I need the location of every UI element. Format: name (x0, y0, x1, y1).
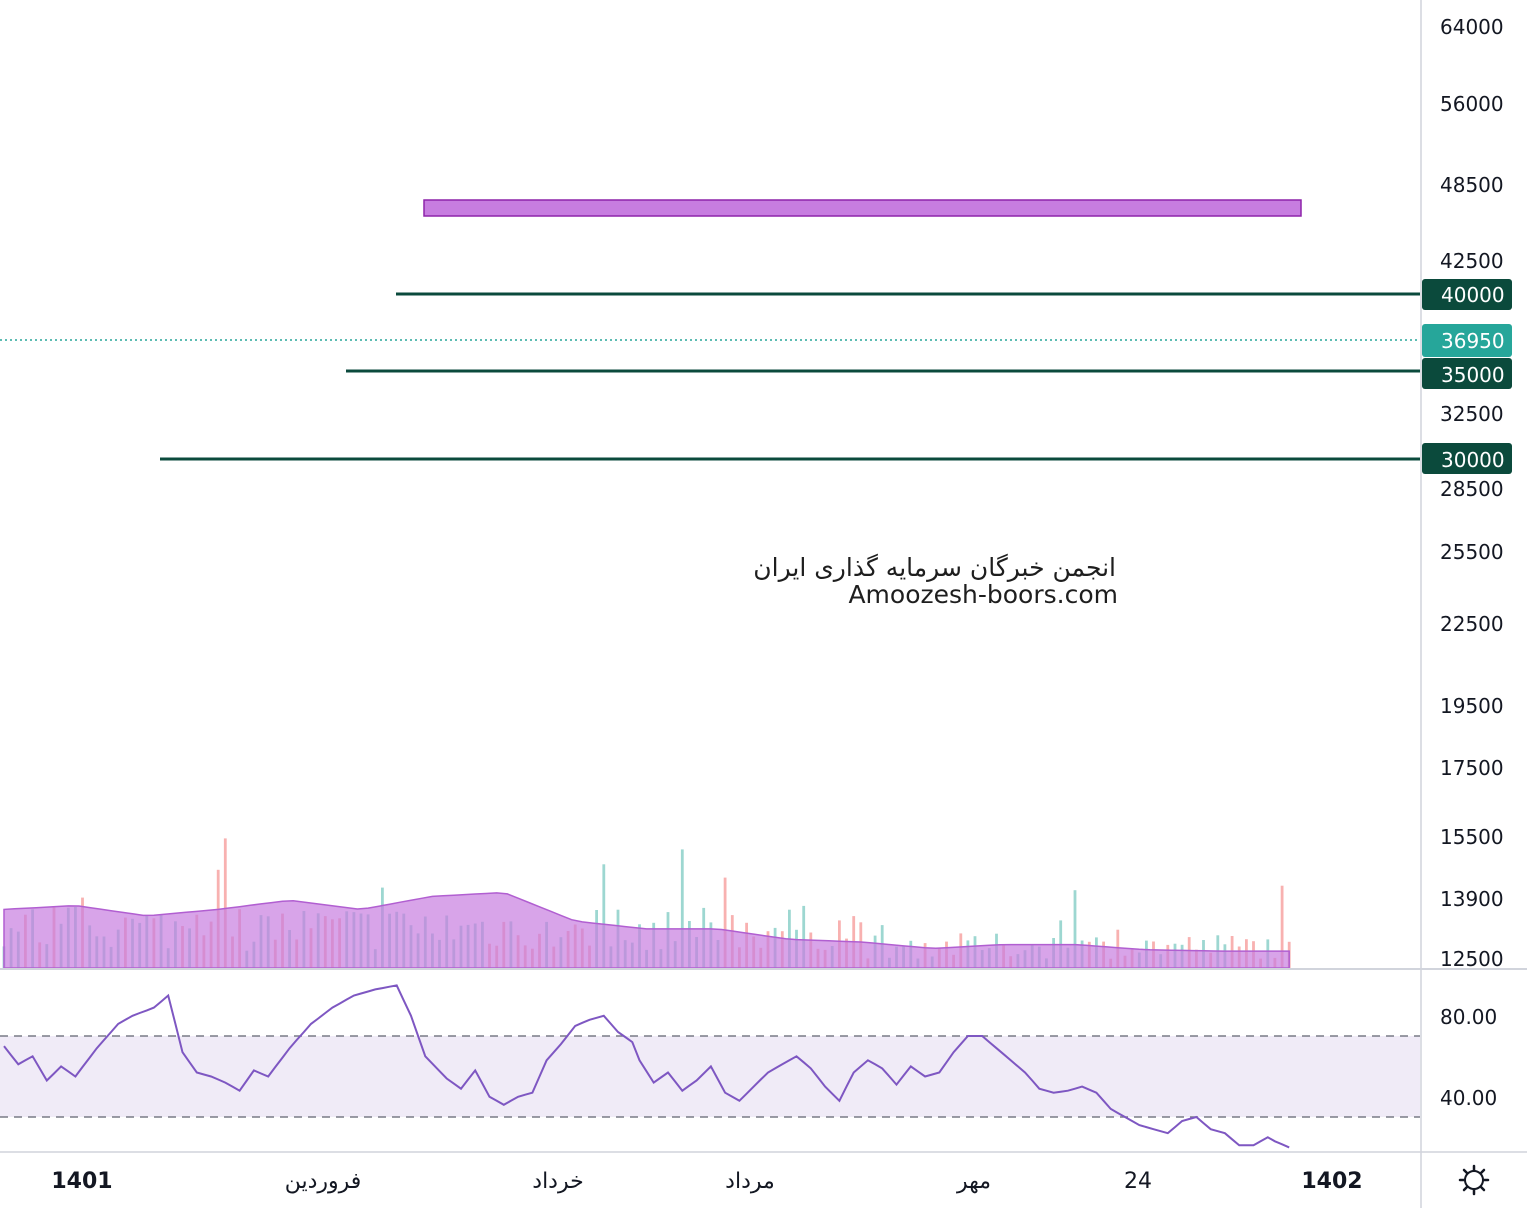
time-axis[interactable]: 1401 فروردین خرداد مرداد مهر 24 1402 (51, 1169, 1362, 1194)
price-tick: 42500 (1440, 249, 1504, 273)
rsi-axis[interactable]: 80.00 40.00 (1440, 1005, 1497, 1110)
price-tick: 12500 (1440, 947, 1504, 971)
rsi-tick: 80.00 (1440, 1005, 1497, 1029)
level-tag-30000 (1422, 443, 1512, 474)
time-tick: خرداد (532, 1169, 583, 1194)
volume-bar (723, 877, 727, 968)
level-tag-35000 (1422, 358, 1512, 389)
volume-bar (223, 838, 227, 968)
price-tick: 13900 (1440, 887, 1504, 911)
price-tick: 28500 (1440, 477, 1504, 501)
price-pane[interactable]: انجمن خبرگان سرمایه گذاری ایران Amoozesh… (0, 0, 1420, 968)
price-tick: 22500 (1440, 612, 1504, 636)
volume-bar (1073, 890, 1077, 968)
volume-bar (602, 864, 606, 968)
time-tick: فروردین (285, 1169, 362, 1194)
time-tick: 24 (1124, 1169, 1152, 1194)
price-tick: 64000 (1440, 15, 1504, 39)
rsi-pane[interactable] (0, 984, 1420, 1149)
price-tick: 19500 (1440, 694, 1504, 718)
time-tick: 1402 (1301, 1169, 1362, 1194)
volume-bar (680, 849, 684, 968)
price-tick: 25500 (1440, 540, 1504, 564)
price-tick: 48500 (1440, 173, 1504, 197)
level-tag-text: 40000 (1441, 283, 1505, 307)
level-tag-40000 (1422, 279, 1512, 310)
rsi-tick: 40.00 (1440, 1086, 1497, 1110)
level-tag-text: 35000 (1441, 363, 1505, 387)
time-tick: مهر (956, 1169, 991, 1194)
time-tick: 1401 (51, 1169, 112, 1194)
price-axis[interactable]: 64000 56000 48500 42500 40000 36950 3500… (1422, 15, 1512, 971)
last-price-text: 36950 (1441, 329, 1505, 353)
volume-bar (1280, 885, 1284, 968)
rsi-line (3, 984, 1290, 1149)
watermark-title: انجمن خبرگان سرمایه گذاری ایران (753, 553, 1116, 582)
price-tick: 17500 (1440, 756, 1504, 780)
price-tick: 32500 (1440, 402, 1504, 426)
time-tick: مرداد (725, 1169, 775, 1194)
resistance-zone[interactable] (423, 199, 1302, 217)
gear-icon[interactable] (1458, 1164, 1490, 1196)
last-price-tag (1422, 324, 1512, 357)
volume-bar (802, 905, 806, 968)
rsi-band (0, 1036, 1420, 1117)
watermark-url: Amoozesh-boors.com (848, 580, 1118, 609)
price-tick: 15500 (1440, 825, 1504, 849)
volume-moving-average (3, 892, 1290, 968)
price-tick: 56000 (1440, 92, 1504, 116)
level-tag-text: 30000 (1441, 448, 1505, 472)
